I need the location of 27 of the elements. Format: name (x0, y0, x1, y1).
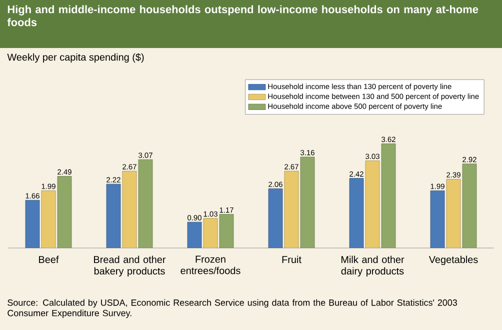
x-tick-label: Bread and other bakery products (94, 256, 166, 277)
x-tick-label: Fruit (282, 256, 302, 264)
bar (25, 200, 40, 248)
chart-title: High and middle-income households outspend low-income households on many at-home foods (7, 5, 478, 26)
bar (138, 159, 153, 248)
x-tick-label: Beef (39, 256, 59, 264)
bar (349, 178, 364, 248)
bar (381, 144, 396, 248)
bar (122, 170, 137, 248)
source-note: Source: Calculated by USDA, Economic Research Service using data from the Bureau of Labor Statistics' 2003 Consumer Expenditure Survey. (8, 299, 457, 318)
text: Weekly per capita spending ($) (7, 53, 144, 63)
x-tick-label: Frozen entrees/foods (180, 256, 240, 274)
bar (284, 170, 299, 248)
bar (219, 214, 234, 248)
bar (446, 178, 461, 248)
bar (57, 176, 72, 248)
bar (187, 222, 202, 248)
bar (268, 188, 283, 248)
bar (365, 160, 380, 248)
bar (300, 156, 315, 248)
bar (462, 164, 477, 248)
x-tick-label: Milk and other dairy products (341, 256, 404, 277)
bar (41, 190, 56, 248)
bar (203, 218, 218, 248)
x-tick-label: Vegetables (428, 256, 478, 266)
bar (430, 190, 445, 248)
bar (106, 184, 121, 248)
